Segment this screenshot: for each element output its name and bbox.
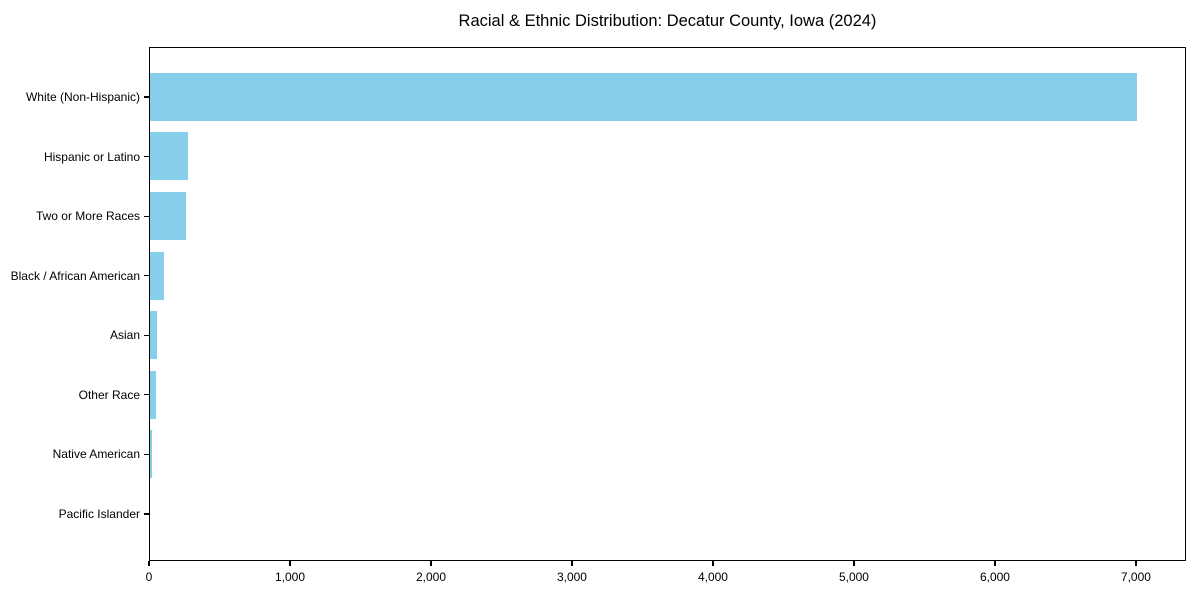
y-tick-mark (144, 215, 149, 217)
bar (150, 251, 165, 300)
x-tick-label: 4,000 (697, 570, 728, 584)
x-tick-label: 1,000 (274, 570, 305, 584)
x-tick-label: 3,000 (556, 570, 587, 584)
y-tick-mark (144, 96, 149, 98)
y-tick-mark (144, 155, 149, 158)
x-tick-mark (148, 561, 150, 566)
x-tick-mark (571, 561, 573, 566)
bar (150, 191, 186, 240)
y-tick-mark (144, 453, 149, 456)
bar (150, 132, 189, 181)
y-tick-mark (144, 394, 149, 396)
y-tick-label: Two or More Races (35, 209, 140, 224)
y-tick-mark (144, 334, 149, 336)
x-tick-mark (994, 561, 996, 566)
bar (150, 370, 156, 419)
x-tick-label: 2,000 (415, 570, 446, 584)
y-tick-label: Native American (52, 447, 140, 462)
x-tick-mark (712, 561, 714, 566)
y-tick-label: White (Non-Hispanic) (25, 90, 140, 104)
x-tick-label: 0 (145, 570, 153, 584)
x-tick-mark (1135, 561, 1137, 566)
x-tick-label: 7,000 (1120, 570, 1151, 584)
x-tick-mark (289, 561, 291, 566)
y-tick-label: Other Race (78, 387, 140, 402)
y-tick-mark (144, 275, 149, 277)
y-tick-label: Black / African American (10, 268, 140, 283)
bar (150, 311, 158, 360)
plot-area (149, 47, 1186, 561)
y-tick-mark (144, 513, 149, 515)
x-tick-mark (853, 561, 855, 566)
chart-title: Racial & Ethnic Distribution: Decatur Co… (458, 12, 877, 30)
x-tick-mark (430, 561, 432, 566)
x-tick-label: 5,000 (838, 570, 869, 584)
y-tick-label: Pacific Islander (58, 507, 140, 521)
bar (150, 430, 153, 479)
y-tick-label: Hispanic or Latino (43, 149, 140, 164)
bar (150, 72, 1137, 121)
y-tick-label: Asian (109, 328, 140, 343)
x-tick-label: 6,000 (979, 570, 1010, 584)
